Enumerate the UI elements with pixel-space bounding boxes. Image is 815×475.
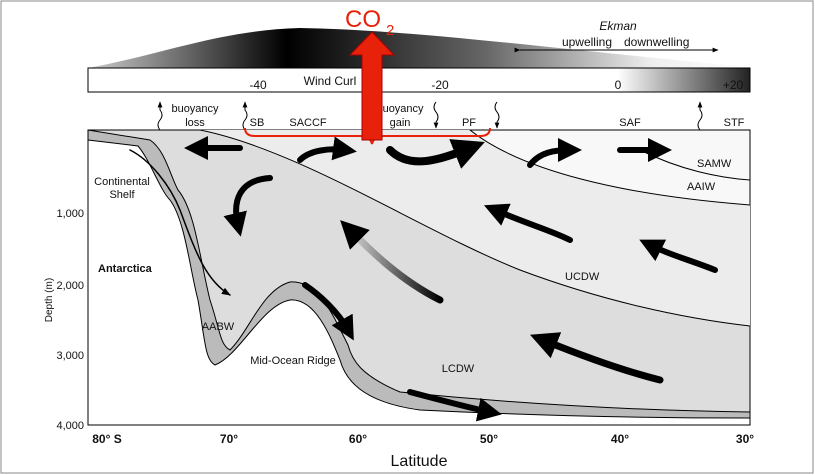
ekman-title: Ekman: [599, 19, 637, 33]
antarctica: Antarctica: [98, 263, 153, 275]
lcdw: LCDW: [442, 363, 475, 375]
co2-subscript: 2: [386, 22, 394, 39]
shelf-label: Continental: [94, 176, 150, 188]
curl-tick: -20: [431, 78, 449, 92]
buoyancy-loss: buoyancy: [171, 103, 219, 115]
flux: [433, 101, 439, 129]
buoyancy-gain: gain: [390, 117, 411, 129]
front: SB: [250, 117, 265, 129]
arrow: [639, 239, 718, 273]
arrow: [407, 389, 502, 422]
co2-label: CO: [345, 6, 381, 33]
front: PF: [462, 117, 476, 129]
flux: [157, 101, 163, 131]
front: STF: [724, 117, 745, 129]
y-title: Depth (m): [44, 278, 55, 322]
x-title: Latitude: [391, 453, 448, 470]
arrow: [340, 220, 444, 304]
arrow: [483, 203, 573, 243]
aaiw: AAIW: [687, 181, 716, 193]
ucdw: UCDW: [565, 271, 600, 283]
y-tick-label: 4,000: [56, 420, 84, 432]
curl-tick: 0: [615, 78, 622, 92]
x-tick-label: 80° S: [92, 432, 121, 446]
curl-tick: -40: [249, 78, 267, 92]
buoyancy-gain: buoyancy: [376, 103, 424, 115]
y-tick-label: 3,000: [56, 350, 84, 362]
y-tick-label: 1,000: [56, 208, 84, 220]
arrow: [527, 138, 582, 168]
x-tick-label: 70°: [220, 432, 238, 446]
flux: [697, 101, 703, 131]
ekman-left: upwelling: [562, 35, 612, 49]
arrow: [386, 139, 485, 169]
wind-curl-bar: [87, 67, 751, 93]
flux: [242, 101, 248, 131]
surface-forcing: [157, 101, 703, 131]
ekman-right: downwelling: [624, 35, 689, 49]
x-tick-label: 30°: [736, 432, 754, 446]
x-tick-label: 50°: [480, 432, 498, 446]
seafloor: [87, 139, 751, 426]
aabw: AABW: [202, 321, 235, 333]
buoyancy-loss: loss: [185, 117, 205, 129]
arrow: [297, 136, 357, 163]
y-tick-label: 2,000: [56, 280, 84, 292]
ridge-label: Mid-Ocean Ridge: [250, 355, 336, 367]
co2-arrow: [348, 31, 396, 141]
front: SAF: [619, 117, 641, 129]
front: SACCF: [289, 117, 327, 129]
ucdw-boundary: [199, 129, 751, 327]
samw: SAMW: [697, 158, 732, 170]
wind-stress: [88, 28, 750, 68]
x-tick-label: 60°: [349, 432, 367, 446]
intermediate-layer: [468, 129, 751, 206]
wind-curl-label: Wind Curl: [304, 74, 357, 88]
outgassing-bracket: [244, 127, 491, 145]
arrow: [302, 282, 354, 341]
flux: [494, 101, 500, 129]
arrow: [530, 332, 664, 384]
circulation: [129, 136, 718, 422]
curl-tick: +20: [723, 78, 744, 92]
y-axis: 1,000 2,000 3,000 4,000: [56, 208, 84, 432]
shelf-label: Shelf: [109, 189, 135, 201]
arrow: [129, 149, 231, 296]
x-tick-label: 40°: [611, 432, 629, 446]
arrow: [223, 175, 273, 237]
